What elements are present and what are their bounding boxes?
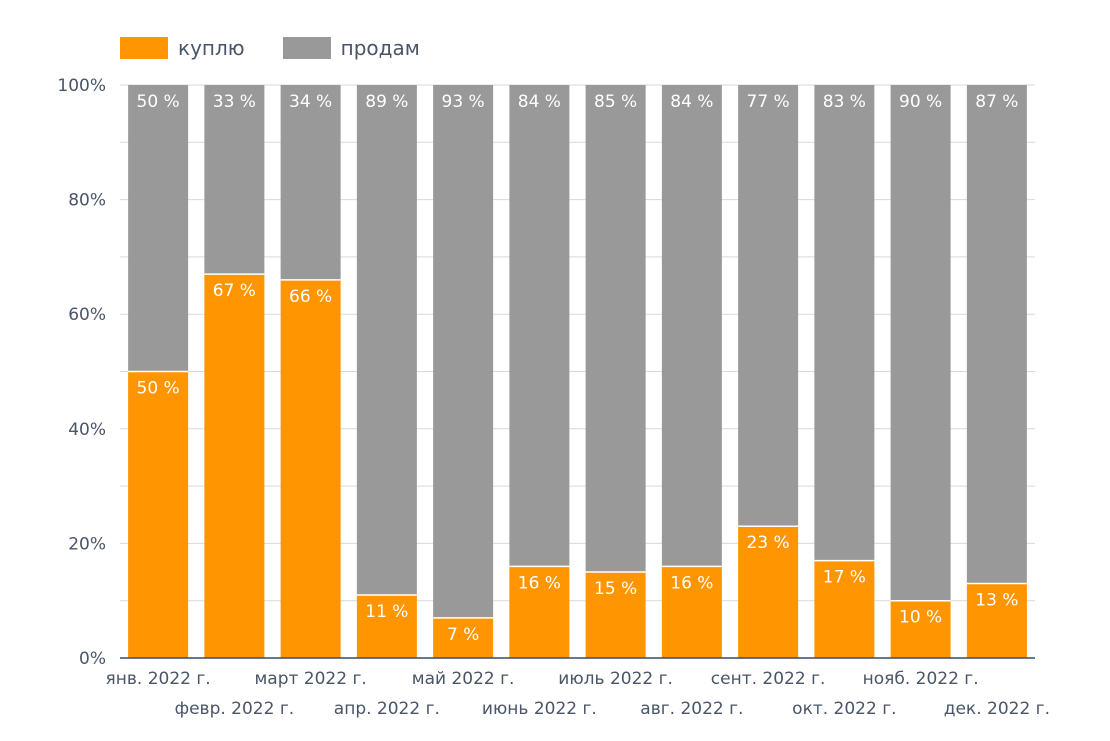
bar-segment-sell: [509, 85, 570, 567]
data-label-sell: 84 %: [518, 92, 561, 112]
data-label-sell: 50 %: [137, 92, 180, 112]
bar-segment-sell: [814, 85, 875, 561]
x-category-label: май 2022 г.: [412, 669, 515, 689]
x-category-label: янв. 2022 г.: [106, 669, 211, 689]
legend-item-buy: куплю: [120, 36, 245, 60]
chart-legend: куплю продам: [120, 36, 458, 60]
x-category-label: авг. 2022 г.: [640, 699, 743, 719]
data-label-buy: 13 %: [975, 591, 1018, 611]
bar-segment-sell: [128, 85, 189, 372]
bar-segment-buy: [356, 594, 417, 658]
bar-segment-sell: [356, 85, 417, 595]
legend-label-sell: продам: [340, 36, 420, 60]
y-tick-label: 40%: [68, 420, 106, 440]
data-label-sell: 84 %: [670, 92, 713, 112]
data-label-buy: 23 %: [747, 533, 790, 553]
legend-item-sell: продам: [282, 36, 420, 60]
bar-segment-buy: [890, 600, 951, 658]
bar-segment-buy: [128, 371, 189, 658]
data-label-sell: 83 %: [823, 92, 866, 112]
data-label-sell: 89 %: [365, 92, 408, 112]
data-label-sell: 85 %: [594, 92, 637, 112]
x-category-label: сент. 2022 г.: [711, 669, 826, 689]
data-label-buy: 66 %: [289, 287, 332, 307]
bar-segment-sell: [433, 85, 494, 618]
data-label-sell: 90 %: [899, 92, 942, 112]
data-label-buy: 17 %: [823, 568, 866, 588]
legend-swatch-sell: [282, 37, 331, 59]
bar-segment-buy: [966, 583, 1027, 658]
bar-segment-sell: [890, 85, 951, 601]
x-category-label: дек. 2022 г.: [944, 699, 1050, 719]
bar-segment-sell: [966, 85, 1027, 584]
data-label-buy: 7 %: [447, 625, 479, 645]
bar-segment-sell: [280, 85, 341, 280]
x-category-label: март 2022 г.: [254, 669, 366, 689]
data-label-buy: 50 %: [137, 379, 180, 399]
y-tick-label: 80%: [68, 191, 106, 211]
bar-segment-sell: [661, 85, 722, 567]
bar-segment-buy: [433, 617, 494, 658]
bar-segment-sell: [585, 85, 646, 573]
bar-segment-buy: [661, 566, 722, 658]
legend-label-buy: куплю: [178, 36, 245, 60]
data-label-sell: 77 %: [747, 92, 790, 112]
data-label-sell: 93 %: [442, 92, 485, 112]
bar-segment-buy: [509, 566, 570, 658]
data-label-buy: 16 %: [518, 573, 561, 593]
x-category-label: нояб. 2022 г.: [863, 669, 979, 689]
y-tick-label: 100%: [57, 76, 106, 96]
data-label-buy: 16 %: [670, 573, 713, 593]
bar-segment-buy: [280, 279, 341, 658]
legend-swatch-buy: [120, 37, 168, 59]
bar-segment-sell: [204, 85, 265, 275]
bar-segment-buy: [738, 526, 799, 658]
x-category-label: июль 2022 г.: [558, 669, 673, 689]
data-label-buy: 67 %: [213, 281, 256, 301]
x-category-label: февр. 2022 г.: [175, 699, 295, 719]
bar-segment-buy: [204, 274, 265, 658]
bar-segment-buy: [814, 560, 875, 658]
x-category-label: окт. 2022 г.: [792, 699, 896, 719]
bar-segment-sell: [738, 85, 799, 527]
data-label-sell: 87 %: [975, 92, 1018, 112]
x-category-label: апр. 2022 г.: [334, 699, 440, 719]
data-label-buy: 10 %: [899, 608, 942, 628]
data-label-buy: 11 %: [365, 602, 408, 622]
y-tick-label: 0%: [79, 649, 106, 669]
x-category-label: июнь 2022 г.: [482, 699, 597, 719]
y-tick-label: 20%: [68, 534, 106, 554]
data-label-sell: 34 %: [289, 92, 332, 112]
y-tick-label: 60%: [68, 305, 106, 325]
bar-segment-buy: [585, 572, 646, 658]
data-label-sell: 33 %: [213, 92, 256, 112]
data-label-buy: 15 %: [594, 579, 637, 599]
